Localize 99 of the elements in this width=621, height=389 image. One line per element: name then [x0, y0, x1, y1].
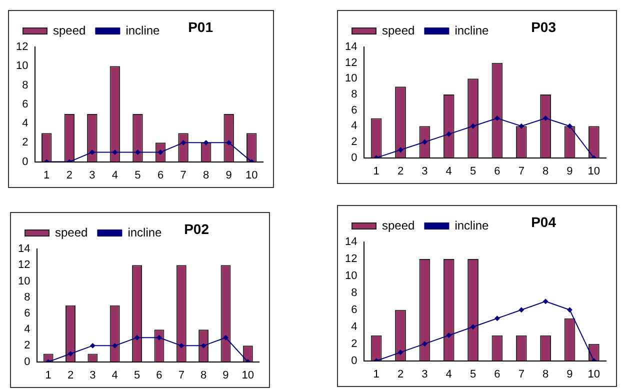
y-tick-label: 2 [22, 136, 28, 149]
x-tick-label: 6 [494, 165, 500, 178]
y-tick-label: 4 [351, 120, 358, 132]
y-tick-label: 2 [24, 340, 30, 352]
x-tick-label: 1 [373, 368, 380, 380]
legend-label: speed [55, 225, 88, 240]
x-tick-label: 3 [89, 169, 96, 182]
y-tick-label: 4 [24, 324, 30, 336]
x-tick-label: 6 [157, 169, 164, 182]
x-tick-label: 4 [446, 165, 452, 178]
x-tick-label: 2 [66, 169, 72, 182]
x-tick-label: 3 [422, 165, 428, 178]
y-tick-label: 10 [18, 275, 30, 288]
y-tick-label: 14 [344, 236, 358, 248]
x-tick-label: 3 [90, 369, 96, 382]
y-tick-label: 12 [344, 56, 358, 69]
y-tick-label: 2 [351, 136, 358, 148]
point [494, 316, 500, 321]
x-tick-label: 9 [566, 165, 573, 178]
point [446, 132, 452, 137]
point [422, 341, 428, 346]
x-tick-label: 4 [112, 169, 118, 182]
legend-label: speed [382, 218, 415, 232]
point [518, 124, 524, 129]
x-tick-label: 10 [588, 165, 600, 178]
y-tick-label: 12 [16, 41, 28, 54]
legend-label: incline [454, 23, 490, 38]
x-tick-label: 10 [245, 169, 258, 182]
chart-title: P04 [531, 214, 556, 230]
point [543, 298, 548, 304]
legend-label: incline [454, 218, 490, 232]
legend-label: speed [382, 23, 415, 38]
point [567, 124, 572, 129]
chart-title: P03 [531, 19, 556, 35]
x-tick-label: 9 [226, 169, 232, 182]
x-tick-label: 2 [397, 165, 404, 178]
x-tick-label: 5 [134, 169, 141, 182]
y-tick-label: 12 [344, 253, 358, 266]
chart-title: P02 [184, 221, 209, 237]
x-tick-label: 3 [422, 368, 428, 380]
point [470, 324, 476, 330]
x-tick-label: 7 [518, 165, 524, 178]
x-tick-label: 6 [156, 369, 162, 382]
y-tick-label: 6 [351, 104, 358, 116]
x-tick-label: 8 [542, 165, 549, 178]
point [518, 307, 524, 312]
x-tick-label: 5 [134, 369, 140, 382]
point [567, 307, 572, 312]
x-tick-label: 4 [446, 368, 452, 380]
y-tick-label: 0 [24, 356, 30, 368]
x-tick-label: 1 [44, 169, 50, 182]
x-tick-label: 2 [397, 368, 404, 380]
point [422, 139, 428, 144]
y-tick-label: 14 [344, 41, 358, 54]
y-tick-label: 8 [351, 286, 358, 299]
point [494, 116, 500, 121]
point [398, 147, 403, 152]
x-tick-label: 1 [373, 165, 380, 178]
y-tick-label: 12 [18, 259, 30, 272]
x-tick-label: 8 [202, 169, 210, 182]
point [398, 350, 403, 355]
x-tick-label: 2 [67, 369, 74, 382]
y-tick-label: 10 [344, 270, 358, 282]
x-tick-label: 4 [112, 369, 118, 382]
x-tick-label: 10 [588, 368, 600, 380]
legend-label: incline [128, 225, 162, 240]
x-tick-label: 9 [566, 368, 573, 380]
x-tick-label: 7 [180, 169, 186, 182]
y-tick-label: 4 [22, 118, 28, 130]
x-tick-label: 8 [200, 369, 207, 382]
y-tick-label: 0 [22, 156, 28, 168]
x-tick-label: 9 [222, 369, 229, 382]
x-tick-label: 6 [494, 368, 500, 380]
chart-title: P01 [188, 19, 213, 35]
point [446, 332, 452, 338]
x-tick-label: 5 [470, 165, 476, 178]
y-tick-label: 6 [351, 304, 358, 316]
y-tick-label: 4 [351, 320, 358, 333]
x-tick-label: 1 [45, 369, 52, 382]
y-tick-label: 8 [22, 79, 28, 92]
x-tick-label: 7 [518, 368, 524, 380]
legend-label: incline [126, 23, 160, 38]
y-tick-label: 10 [344, 72, 358, 85]
y-tick-label: 6 [24, 307, 30, 320]
y-tick-label: 0 [351, 152, 358, 164]
y-tick-label: 6 [22, 98, 28, 110]
y-tick-label: 8 [351, 88, 358, 101]
y-tick-label: 10 [16, 60, 28, 72]
y-tick-label: 8 [24, 291, 30, 304]
y-tick-label: 2 [351, 338, 358, 350]
x-tick-label: 7 [178, 369, 184, 382]
y-tick-label: 14 [18, 243, 30, 256]
y-tick-label: 0 [351, 354, 358, 367]
point [470, 124, 476, 129]
x-tick-label: 5 [470, 368, 476, 380]
point [543, 116, 548, 121]
x-tick-label: 10 [242, 369, 254, 382]
legend-label: speed [53, 23, 86, 38]
x-tick-label: 8 [542, 368, 549, 380]
